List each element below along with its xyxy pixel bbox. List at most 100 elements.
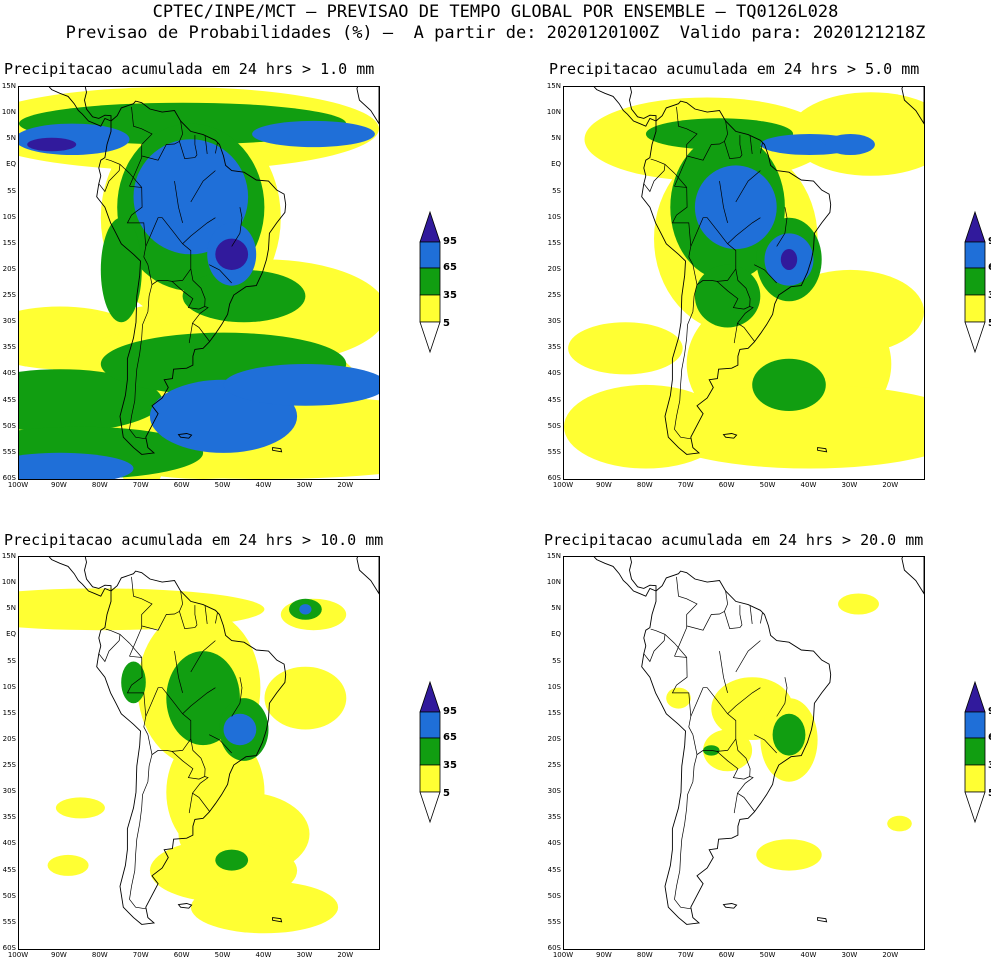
colorbar-95-cap <box>419 210 441 243</box>
panel-1-colorbar: 95 65 35 5 <box>418 210 478 360</box>
latitude-label: 20S <box>2 734 16 743</box>
country-border <box>179 141 198 159</box>
longitude-label: 40W <box>255 951 272 959</box>
country-border <box>171 738 206 780</box>
latitude-label: 35S <box>2 343 16 352</box>
latitude-label: 15N <box>1 82 16 90</box>
latitude-label: 10S <box>547 682 561 691</box>
country-border <box>760 142 763 154</box>
country-border <box>191 776 210 812</box>
longitude-label: 30W <box>841 481 858 489</box>
country-border <box>749 136 753 154</box>
country-border <box>724 611 743 629</box>
probability-area-35pct <box>752 358 826 411</box>
latitude-label: 60S <box>2 474 16 482</box>
country-border <box>674 754 698 910</box>
latitude-label: 5S <box>7 656 16 665</box>
colorbar-label: 65 <box>988 262 991 273</box>
central-america-coastline <box>593 87 657 127</box>
probability-area-5pct <box>568 322 683 375</box>
country-border <box>664 634 687 658</box>
country-border <box>194 135 198 155</box>
latitude-label: 10S <box>2 212 16 221</box>
country-border <box>719 181 728 223</box>
country-border <box>209 734 232 754</box>
latitude-label: 15N <box>546 552 561 560</box>
country-border <box>727 687 761 715</box>
latitude-label: 30S <box>547 317 561 326</box>
country-border <box>188 793 193 814</box>
colorbar-lower-cap <box>419 791 441 824</box>
latitude-label: 40S <box>2 369 16 378</box>
latitude-label: 5N <box>6 604 16 613</box>
probability-area-5pct <box>776 269 924 354</box>
south-georgia-outline <box>817 447 828 453</box>
latitude-label: 60S <box>547 474 561 482</box>
longitude-label: 30W <box>841 951 858 959</box>
longitude-label: 50W <box>759 951 776 959</box>
latitude-label: 60S <box>2 944 16 952</box>
country-border <box>736 776 755 812</box>
country-border <box>215 612 218 624</box>
south-georgia-outline <box>272 447 283 453</box>
colorbar-label: 35 <box>988 760 991 771</box>
longitude-label: 90W <box>595 951 612 959</box>
africa-coastline <box>901 557 924 595</box>
latitude-label: 20S <box>547 264 561 273</box>
latitude-label: 55S <box>2 917 16 926</box>
panel-4-colorbar: 95 65 35 5 <box>963 680 991 830</box>
latitude-label: 60S <box>547 944 561 952</box>
probability-area-35pct <box>182 270 306 323</box>
latitude-label: 15S <box>2 238 16 247</box>
country-border <box>171 268 206 310</box>
country-border <box>749 606 753 624</box>
country-border <box>129 284 153 440</box>
colorbar-label: 95 <box>443 706 457 717</box>
colorbar-label: 5 <box>443 788 450 799</box>
colorbar-65-segment <box>964 711 986 739</box>
colorbar-label: 95 <box>988 236 991 247</box>
country-border <box>754 734 777 754</box>
country-border <box>671 185 694 265</box>
longitude-label: 30W <box>296 481 313 489</box>
south-georgia-outline <box>272 917 283 923</box>
panel-3-colorbar: 95 65 35 5 <box>418 680 478 830</box>
latitude-label: 25S <box>2 291 16 300</box>
colorbar-label: 95 <box>988 706 991 717</box>
latitude-label: 20S <box>2 264 16 273</box>
africa-coastline <box>356 87 379 125</box>
longitude-label: 80W <box>91 951 108 959</box>
latitude-label: 10N <box>1 108 16 117</box>
longitude-label: 20W <box>337 481 354 489</box>
country-border <box>188 323 193 344</box>
latitude-label: 45S <box>2 865 16 874</box>
falkland-islands-outline <box>722 903 738 909</box>
country-border <box>209 264 232 284</box>
longitude-label: 70W <box>132 481 149 489</box>
colorbar-graphic <box>964 210 986 354</box>
country-border <box>735 170 761 203</box>
country-border <box>727 217 761 245</box>
latitude-label: 10N <box>1 578 16 587</box>
south-america-coastline <box>96 570 287 925</box>
latitude-label: EQ <box>551 630 561 639</box>
longitude-label: 100W <box>552 951 574 959</box>
latitude-label: 5S <box>552 186 561 195</box>
country-border <box>674 576 698 657</box>
colorbar-graphic <box>419 210 441 354</box>
panel-2-map <box>563 86 925 480</box>
colorbar-graphic <box>964 680 986 824</box>
colorbar-35-segment <box>964 737 986 766</box>
colorbar-graphic <box>419 680 441 824</box>
country-border <box>687 120 728 161</box>
country-border <box>204 136 208 154</box>
probability-area-95pct <box>215 238 249 270</box>
latitude-label: 50S <box>2 891 16 900</box>
latitude-label: 40S <box>547 369 561 378</box>
panel-3-title: Precipitacao acumulada em 24 hrs > 10.0 … <box>4 531 384 549</box>
country-border <box>724 141 743 159</box>
latitude-label: 15N <box>1 552 16 560</box>
longitude-label: 100W <box>7 481 29 489</box>
country-border <box>119 164 142 188</box>
longitude-label: 60W <box>718 481 735 489</box>
